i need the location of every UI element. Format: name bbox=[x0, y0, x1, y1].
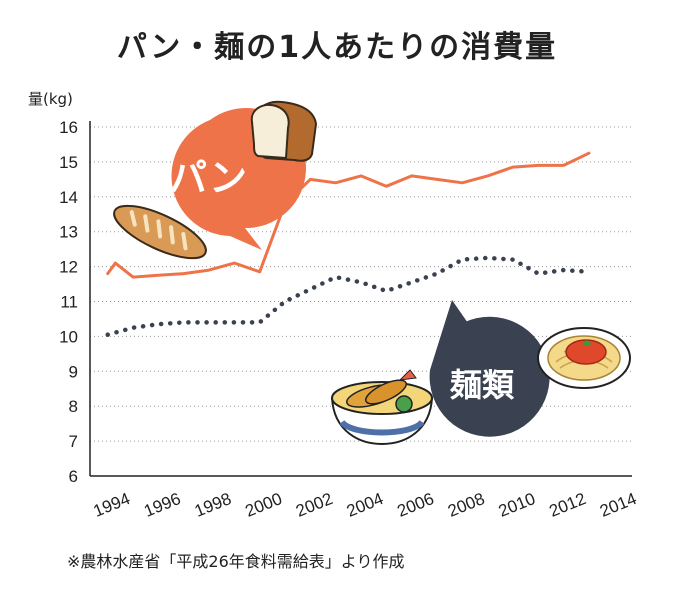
y-tick-label: 14 bbox=[59, 188, 78, 207]
x-tick-label: 1998 bbox=[192, 489, 234, 521]
x-tick-label: 2002 bbox=[293, 489, 335, 521]
bread-series-line bbox=[106, 151, 591, 279]
bread-loaf-icon bbox=[250, 100, 318, 162]
x-tick-label: 2004 bbox=[344, 489, 386, 521]
spaghetti-icon bbox=[537, 327, 631, 389]
y-tick-label: 16 bbox=[59, 118, 78, 137]
x-tick-label: 2014 bbox=[597, 489, 639, 521]
y-axis-label: 量(kg) bbox=[28, 90, 73, 108]
x-tick-label: 2012 bbox=[546, 489, 588, 521]
y-tick-label: 7 bbox=[69, 432, 78, 451]
y-tick-label: 9 bbox=[69, 362, 78, 381]
x-tick-label: 1994 bbox=[91, 489, 133, 521]
x-tick-label: 2010 bbox=[496, 489, 538, 521]
x-tick-labels: 1994 1996 1998 2000 2002 2004 2006 2008 2010 2012… bbox=[91, 489, 640, 521]
x-tick-label: 2008 bbox=[445, 489, 487, 521]
y-tick-label: 8 bbox=[69, 397, 78, 416]
x-tick-label: 2006 bbox=[394, 489, 436, 521]
noodle-series-line bbox=[105, 255, 592, 337]
chart-title: パン・麺の1人あたりの消費量 bbox=[116, 30, 558, 65]
baguette-icon bbox=[113, 204, 207, 260]
y-tick-label: 11 bbox=[60, 293, 78, 312]
noodle-bubble: 麺類 bbox=[429, 300, 550, 437]
y-tick-label: 15 bbox=[59, 153, 78, 172]
y-tick-label: 6 bbox=[69, 467, 78, 486]
source-note: ※農林水産省「平成26年食料需給表」より作成 bbox=[67, 552, 405, 571]
y-tick-label: 10 bbox=[59, 327, 78, 346]
x-tick-label: 2000 bbox=[243, 489, 285, 521]
noodle-label: 麺類 bbox=[450, 366, 515, 404]
y-tick-label: 12 bbox=[59, 258, 78, 277]
x-tick-label: 1996 bbox=[141, 489, 183, 521]
y-tick-labels: 6 7 8 9 10 11 12 13 14 15 16 bbox=[59, 118, 78, 486]
noodle-bubble-shape bbox=[429, 300, 550, 437]
y-tick-label: 13 bbox=[59, 223, 78, 242]
chart: 量(kg) 6 7 8 9 10 11 12 13 14 15 16 1994 1996 1998 200… bbox=[28, 90, 640, 521]
tempura-udon-icon bbox=[330, 369, 434, 446]
bread-label: パン bbox=[169, 156, 247, 200]
axes bbox=[89, 121, 632, 477]
series-lines bbox=[105, 151, 592, 337]
